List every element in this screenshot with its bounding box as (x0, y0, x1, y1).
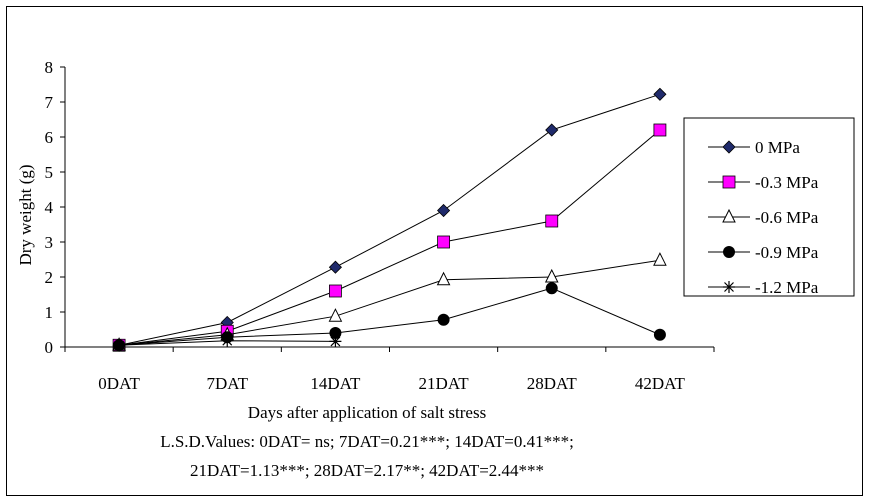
legend-item: 0 MPa (708, 138, 800, 157)
x-tick-label: 7DAT (206, 374, 248, 393)
legend-label: -0.6 MPa (755, 208, 819, 227)
series-group (112, 123, 667, 352)
y-tick-label: 5 (45, 163, 54, 182)
series-line (119, 287, 661, 346)
x-tick-label: 21DAT (419, 374, 470, 393)
legend-item: -0.3 MPa (708, 173, 819, 192)
legend-item: -0.6 MPa (708, 208, 819, 227)
y-tick-label: 8 (45, 58, 54, 77)
data-point-circle (437, 313, 450, 326)
data-point-square (722, 175, 736, 189)
x-tick-label: 42DAT (635, 374, 686, 393)
data-point-triangle (328, 308, 343, 322)
series-line (118, 93, 661, 346)
x-axis-label: Days after application of salt stress (248, 403, 486, 422)
series-line (119, 259, 660, 346)
y-ticks: 0 1 2 3 4 5 6 7 8 (45, 58, 65, 357)
y-tick-label: 4 (45, 198, 54, 217)
x-tick-label: 28DAT (527, 374, 578, 393)
series-group (113, 334, 342, 352)
legend-item: -1.2 MPa (708, 278, 819, 297)
data-point-star (723, 281, 735, 293)
data-point-diamond (328, 260, 342, 274)
data-point-circle (545, 282, 558, 295)
y-tick-label: 6 (45, 128, 54, 147)
data-point-star (113, 339, 126, 352)
y-tick-label: 3 (45, 233, 54, 252)
data-point-diamond (437, 203, 451, 218)
data-point-diamond (545, 123, 559, 137)
y-axis-label: Dry weight (g) (16, 164, 35, 265)
data-point-diamond (653, 87, 667, 101)
data-point-triangle (436, 271, 451, 286)
legend: 0 MPa -0.3 MPa -0.6 MPa -0.9 MPa -1.2 MPa (683, 117, 855, 297)
data-point-square (545, 214, 559, 228)
data-point-circle (329, 327, 342, 339)
series-group (113, 282, 666, 352)
x-ticks: 0DAT 7DAT 14DAT 21DAT 28DAT 42DAT (64, 347, 715, 393)
lsd-note-line-2: 21DAT=1.13***; 28DAT=2.17**; 42DAT=2.44*… (190, 461, 544, 480)
data-point-square (329, 284, 342, 298)
y-tick-label: 7 (45, 93, 54, 112)
data-point-circle (653, 328, 666, 341)
data-point-circle (723, 246, 735, 258)
data-point-triangle (653, 252, 667, 266)
legend-label: 0 MPa (755, 138, 800, 157)
data-point-triangle (722, 208, 736, 223)
y-tick-label: 2 (45, 268, 54, 287)
legend-label: -0.9 MPa (755, 243, 819, 262)
legend-label: -0.3 MPa (755, 173, 819, 192)
series-line (119, 129, 661, 346)
series-layer (112, 87, 667, 352)
y-tick-label: 1 (45, 303, 54, 322)
x-tick-label: 0DAT (98, 374, 140, 393)
legend-item: -0.9 MPa (708, 243, 819, 262)
data-point-star (221, 334, 234, 347)
data-point-star (329, 335, 342, 348)
x-tick-label: 14DAT (310, 374, 361, 393)
lsd-note-line-1: L.S.D.Values: 0DAT= ns; 7DAT=0.21***; 14… (160, 432, 574, 451)
data-point-square (437, 235, 450, 249)
data-point-square (653, 123, 667, 137)
series-group (112, 87, 667, 352)
y-tick-label: 0 (45, 338, 54, 357)
data-point-triangle (544, 268, 559, 283)
legend-label: -1.2 MPa (755, 278, 819, 297)
legend-box (683, 117, 855, 297)
data-point-diamond (722, 140, 736, 154)
